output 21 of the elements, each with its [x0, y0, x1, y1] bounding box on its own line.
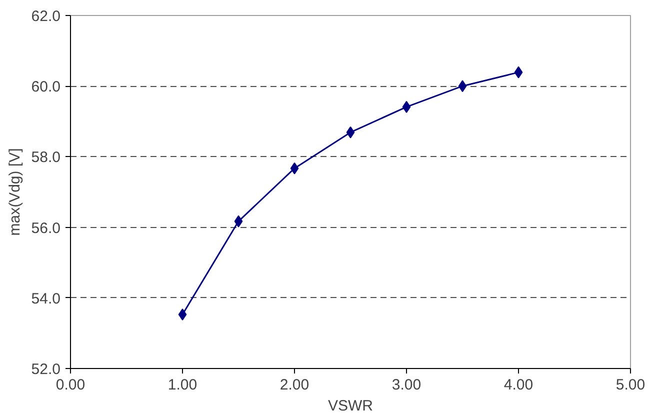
- x-tick-label: 3.00: [392, 376, 422, 394]
- x-axis-title: VSWR: [328, 398, 374, 414]
- y-tick-label: 52.0: [31, 361, 61, 378]
- y-tick-label: 62.0: [31, 8, 61, 25]
- point: [514, 66, 523, 78]
- y-tick-label: 58.0: [31, 149, 61, 166]
- point: [402, 100, 411, 113]
- y-tick-label: 60.0: [31, 78, 61, 96]
- point: [346, 126, 355, 138]
- x-tick-label: 1.00: [168, 376, 198, 394]
- point: [290, 162, 299, 174]
- x-tick-label: 4.00: [504, 376, 534, 394]
- x-tick-label: 5.00: [616, 376, 646, 394]
- point: [234, 215, 243, 228]
- x-tick-label: 2.00: [280, 376, 310, 394]
- y-axis-title: max(Vdg) [V]: [6, 148, 24, 236]
- y-tick-label: 54.0: [31, 290, 61, 308]
- point: [458, 80, 467, 92]
- x-tick-label: 0.00: [56, 376, 86, 394]
- point: [178, 308, 187, 320]
- y-tick-label: 56.0: [31, 220, 61, 237]
